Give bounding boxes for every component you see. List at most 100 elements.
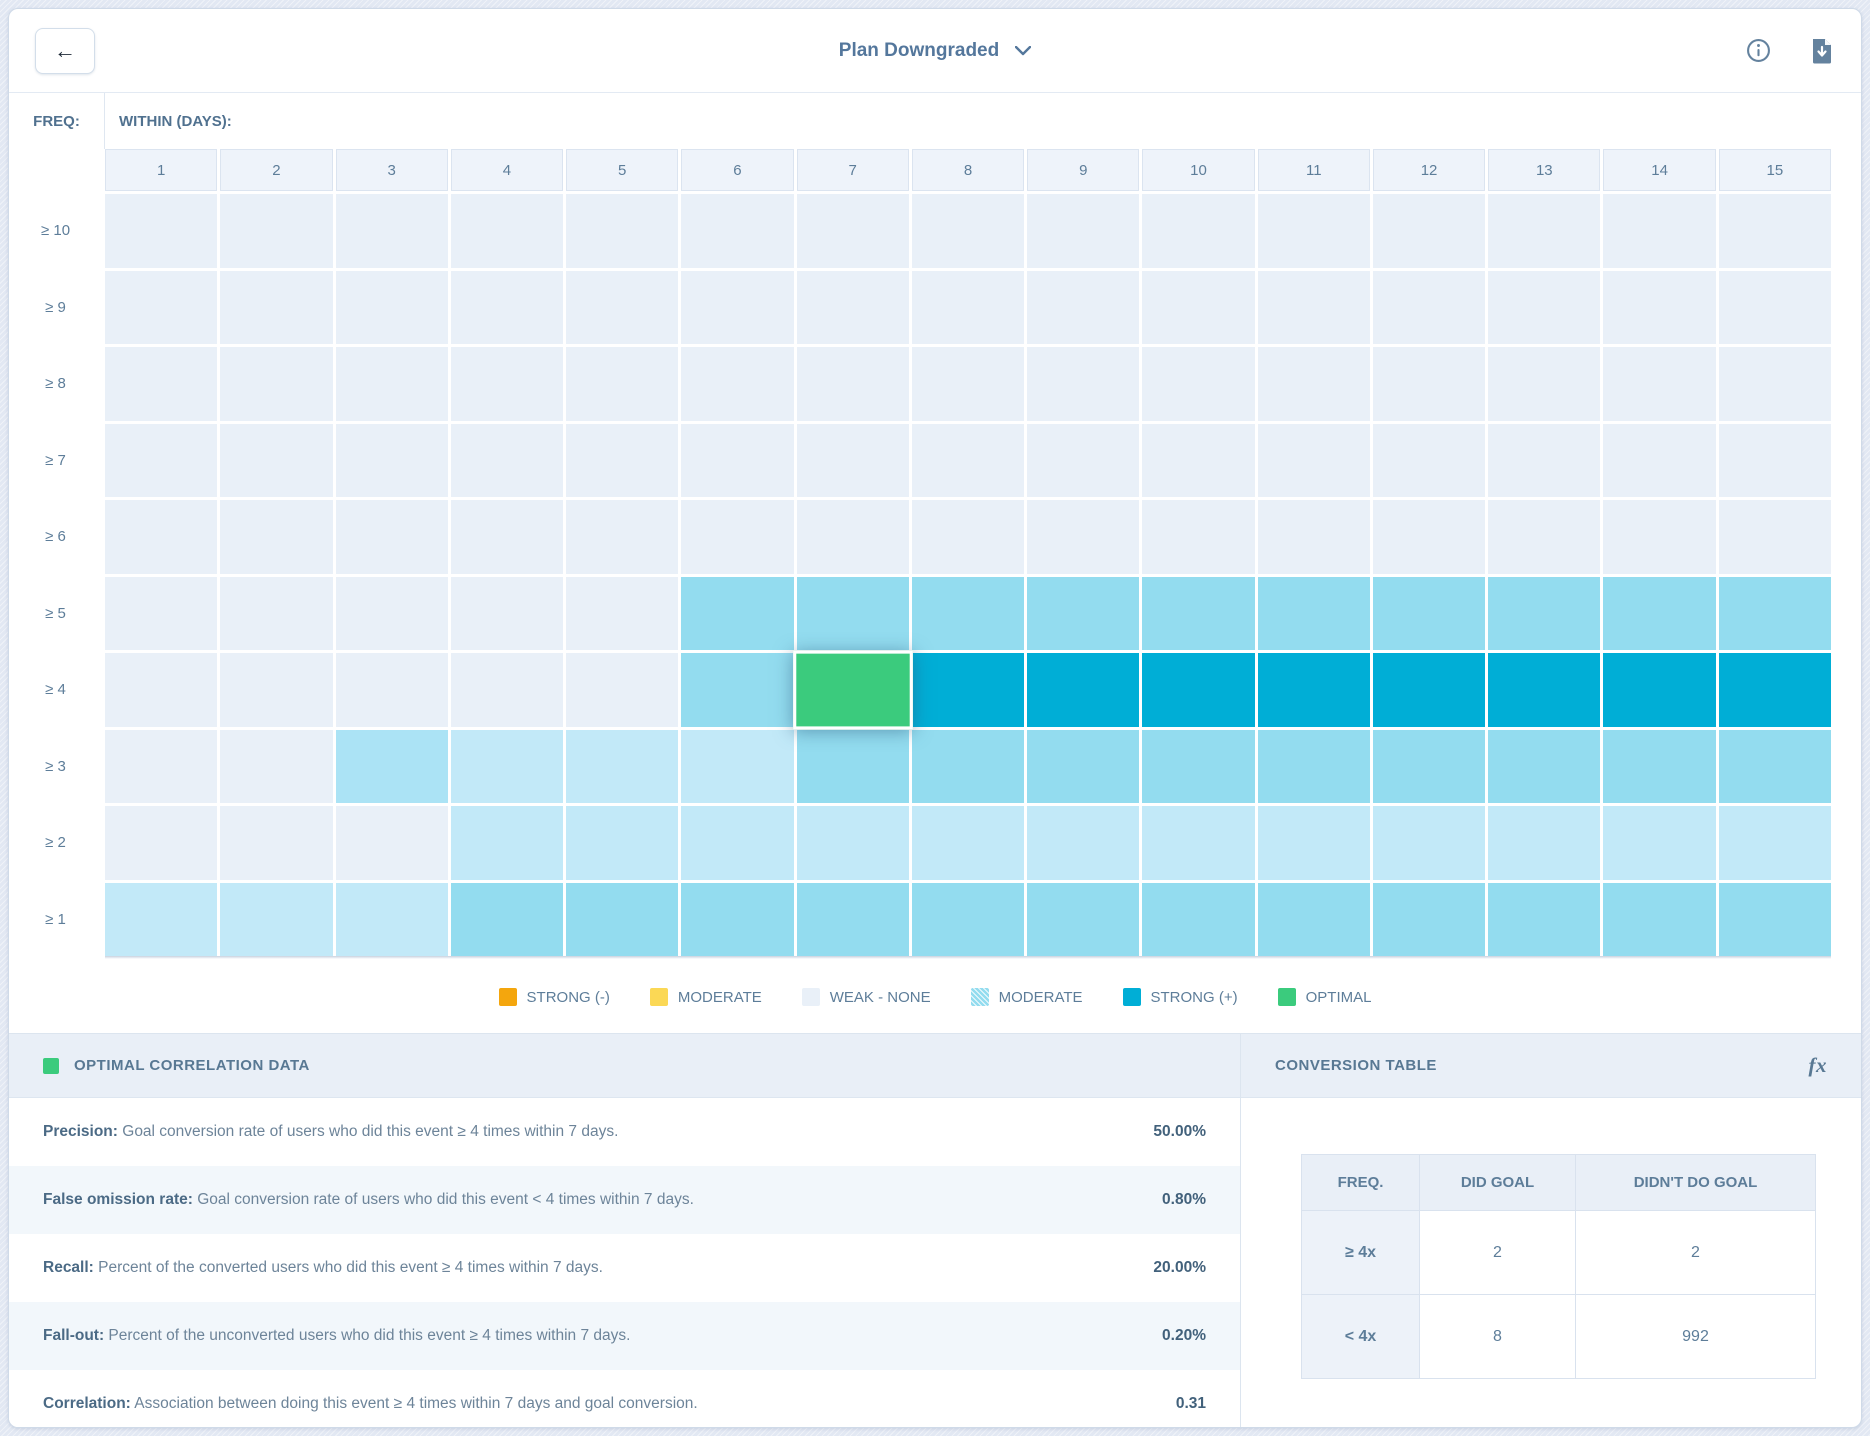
heatmap-cell-r8-c15[interactable] bbox=[1718, 729, 1831, 803]
page-title[interactable]: Plan Downgraded bbox=[838, 39, 1000, 61]
heatmap-cell-r10-c1[interactable] bbox=[105, 882, 218, 956]
heatmap-cell-r6-c8[interactable] bbox=[911, 576, 1025, 650]
heatmap-cell-r3-c5[interactable] bbox=[566, 347, 679, 421]
heatmap-cell-r8-c3[interactable] bbox=[335, 729, 448, 803]
heatmap-cell-r4-c6[interactable] bbox=[681, 423, 794, 497]
heatmap-cell-r6-c4[interactable] bbox=[450, 576, 564, 650]
heatmap-cell-r3-c1[interactable] bbox=[105, 347, 218, 421]
heatmap-cell-r9-c8[interactable] bbox=[911, 806, 1025, 880]
heatmap-cell-r8-c12[interactable] bbox=[1372, 729, 1486, 803]
heatmap-cell-r4-c5[interactable] bbox=[566, 423, 679, 497]
heatmap-cell-r2-c9[interactable] bbox=[1027, 270, 1140, 344]
heatmap-cell-r8-c11[interactable] bbox=[1257, 729, 1370, 803]
heatmap-cell-r6-c9[interactable] bbox=[1027, 576, 1140, 650]
heatmap-cell-r5-c6[interactable] bbox=[681, 500, 794, 574]
heatmap-cell-r5-c8[interactable] bbox=[911, 500, 1025, 574]
heatmap-cell-r7-c5[interactable] bbox=[566, 653, 679, 727]
heatmap-cell-r10-c2[interactable] bbox=[220, 882, 333, 956]
heatmap-cell-r6-c14[interactable] bbox=[1603, 576, 1716, 650]
heatmap-cell-r5-c5[interactable] bbox=[566, 500, 679, 574]
back-button[interactable]: ← bbox=[35, 27, 95, 74]
heatmap-cell-r10-c13[interactable] bbox=[1488, 882, 1601, 956]
heatmap-cell-r4-c14[interactable] bbox=[1603, 423, 1716, 497]
heatmap-cell-r8-c5[interactable] bbox=[566, 729, 679, 803]
heatmap-cell-r9-c12[interactable] bbox=[1372, 806, 1486, 880]
heatmap-cell-r10-c3[interactable] bbox=[335, 882, 448, 956]
chevron-down-icon[interactable] bbox=[1015, 45, 1032, 56]
heatmap-cell-r10-c8[interactable] bbox=[911, 882, 1025, 956]
heatmap-cell-r5-c14[interactable] bbox=[1603, 500, 1716, 574]
heatmap-cell-r2-c14[interactable] bbox=[1603, 270, 1716, 344]
heatmap-cell-r1-c15[interactable] bbox=[1718, 194, 1831, 268]
heatmap-cell-r7-c8[interactable] bbox=[911, 653, 1025, 727]
heatmap-cell-r5-c13[interactable] bbox=[1488, 500, 1601, 574]
heatmap-cell-r5-c7[interactable] bbox=[796, 500, 909, 574]
heatmap-cell-r7-c14[interactable] bbox=[1603, 653, 1716, 727]
heatmap-cell-r8-c1[interactable] bbox=[105, 729, 218, 803]
heatmap-cell-r6-c7[interactable] bbox=[796, 576, 909, 650]
heatmap-cell-r1-c3[interactable] bbox=[335, 194, 448, 268]
heatmap-cell-r5-c12[interactable] bbox=[1372, 500, 1486, 574]
heatmap-cell-r7-c12[interactable] bbox=[1372, 653, 1486, 727]
heatmap-cell-r8-c6[interactable] bbox=[681, 729, 794, 803]
heatmap-cell-r8-c14[interactable] bbox=[1603, 729, 1716, 803]
heatmap-cell-r5-c4[interactable] bbox=[450, 500, 564, 574]
heatmap-cell-r2-c11[interactable] bbox=[1257, 270, 1370, 344]
heatmap-cell-r5-c10[interactable] bbox=[1142, 500, 1255, 574]
heatmap-cell-r7-c6[interactable] bbox=[681, 653, 794, 727]
heatmap-cell-r1-c6[interactable] bbox=[681, 194, 794, 268]
heatmap-cell-r1-c14[interactable] bbox=[1603, 194, 1716, 268]
heatmap-cell-r2-c10[interactable] bbox=[1142, 270, 1255, 344]
heatmap-cell-r9-c9[interactable] bbox=[1027, 806, 1140, 880]
heatmap-cell-r5-c11[interactable] bbox=[1257, 500, 1370, 574]
heatmap-cell-r1-c10[interactable] bbox=[1142, 194, 1255, 268]
heatmap-cell-r10-c9[interactable] bbox=[1027, 882, 1140, 956]
heatmap-cell-r2-c8[interactable] bbox=[911, 270, 1025, 344]
heatmap-cell-r8-c8[interactable] bbox=[911, 729, 1025, 803]
heatmap-cell-r9-c14[interactable] bbox=[1603, 806, 1716, 880]
heatmap-cell-r3-c6[interactable] bbox=[681, 347, 794, 421]
heatmap-cell-r4-c8[interactable] bbox=[911, 423, 1025, 497]
heatmap-cell-r3-c14[interactable] bbox=[1603, 347, 1716, 421]
heatmap-cell-r4-c1[interactable] bbox=[105, 423, 218, 497]
heatmap-cell-r4-c4[interactable] bbox=[450, 423, 564, 497]
heatmap-cell-r8-c7[interactable] bbox=[796, 729, 909, 803]
heatmap-cell-r10-c11[interactable] bbox=[1257, 882, 1370, 956]
heatmap-cell-r8-c13[interactable] bbox=[1488, 729, 1601, 803]
heatmap-cell-r6-c11[interactable] bbox=[1257, 576, 1370, 650]
heatmap-cell-r8-c4[interactable] bbox=[450, 729, 564, 803]
heatmap-cell-r4-c2[interactable] bbox=[220, 423, 333, 497]
heatmap-cell-r3-c8[interactable] bbox=[911, 347, 1025, 421]
heatmap-cell-r5-c3[interactable] bbox=[335, 500, 448, 574]
heatmap-cell-r9-c13[interactable] bbox=[1488, 806, 1601, 880]
heatmap-cell-r1-c13[interactable] bbox=[1488, 194, 1601, 268]
heatmap-cell-r6-c13[interactable] bbox=[1488, 576, 1601, 650]
heatmap-cell-r3-c12[interactable] bbox=[1372, 347, 1486, 421]
optimal-heatmap-cell[interactable] bbox=[792, 650, 913, 730]
heatmap-cell-r4-c11[interactable] bbox=[1257, 423, 1370, 497]
heatmap-cell-r2-c4[interactable] bbox=[450, 270, 564, 344]
heatmap-cell-r3-c4[interactable] bbox=[450, 347, 564, 421]
heatmap-cell-r3-c15[interactable] bbox=[1718, 347, 1831, 421]
heatmap-cell-r1-c12[interactable] bbox=[1372, 194, 1486, 268]
heatmap-cell-r5-c1[interactable] bbox=[105, 500, 218, 574]
heatmap-cell-r4-c3[interactable] bbox=[335, 423, 448, 497]
heatmap-cell-r8-c10[interactable] bbox=[1142, 729, 1255, 803]
heatmap-cell-r4-c12[interactable] bbox=[1372, 423, 1486, 497]
heatmap-cell-r4-c9[interactable] bbox=[1027, 423, 1140, 497]
heatmap-cell-r6-c1[interactable] bbox=[105, 576, 218, 650]
heatmap-cell-r1-c11[interactable] bbox=[1257, 194, 1370, 268]
heatmap-cell-r9-c10[interactable] bbox=[1142, 806, 1255, 880]
heatmap-cell-r10-c6[interactable] bbox=[681, 882, 794, 956]
heatmap-cell-r1-c4[interactable] bbox=[450, 194, 564, 268]
heatmap-cell-r8-c2[interactable] bbox=[220, 729, 333, 803]
heatmap-cell-r6-c5[interactable] bbox=[566, 576, 679, 650]
heatmap-cell-r4-c15[interactable] bbox=[1718, 423, 1831, 497]
heatmap-cell-r9-c5[interactable] bbox=[566, 806, 679, 880]
heatmap-cell-r7-c13[interactable] bbox=[1488, 653, 1601, 727]
heatmap-cell-r6-c10[interactable] bbox=[1142, 576, 1255, 650]
heatmap-cell-r6-c2[interactable] bbox=[220, 576, 333, 650]
heatmap-cell-r1-c1[interactable] bbox=[105, 194, 218, 268]
heatmap-cell-r7-c1[interactable] bbox=[105, 653, 218, 727]
heatmap-cell-r3-c3[interactable] bbox=[335, 347, 448, 421]
